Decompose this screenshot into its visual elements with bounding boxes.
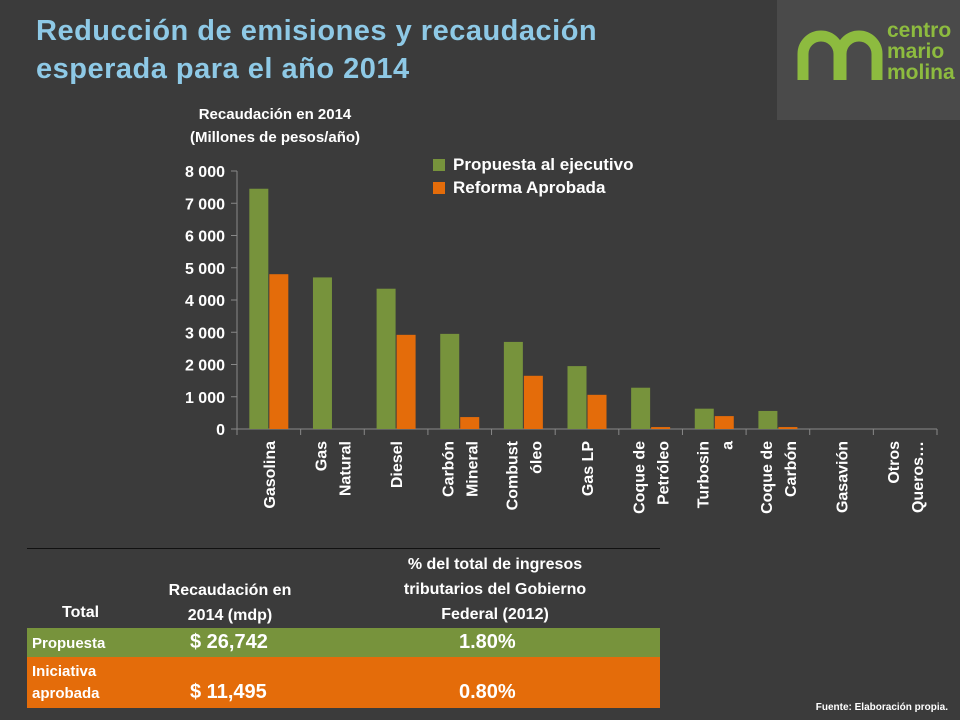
- x-category-label: Gas Natural: [313, 441, 354, 496]
- chart-title-line: Recaudación en 2014: [198, 106, 352, 123]
- y-tick-label: 4 000: [185, 293, 225, 310]
- row-percent: 1.80%: [459, 631, 516, 653]
- x-category-label-line: Combust: [504, 440, 521, 510]
- x-category-label-line: Gasavión: [835, 441, 852, 513]
- row-percent: 0.80%: [459, 681, 516, 703]
- x-category-label-line: óleo: [528, 441, 545, 474]
- legend-item: Reforma Aprobada: [433, 176, 633, 199]
- legend-label: Reforma Aprobada: [453, 177, 606, 197]
- row-label: Propuesta: [32, 635, 106, 652]
- y-tick-label: 3 000: [185, 325, 225, 342]
- bar-propuesta: [694, 408, 714, 429]
- bar-propuesta: [249, 188, 269, 429]
- legend-swatch-orange: [433, 181, 445, 194]
- y-tick-label: 6 000: [185, 229, 225, 246]
- chart-legend: Propuesta al ejecutivo Reforma Aprobada: [433, 153, 633, 199]
- row-amount: $ 26,742: [190, 631, 268, 653]
- x-category-label: Combust óleo: [504, 440, 545, 510]
- header-line: 2014 (mdp): [187, 607, 273, 624]
- bar-reforma: [587, 394, 607, 429]
- header-recaudacion: Recaudación en 2014 (mdp): [140, 578, 320, 628]
- row-label-line: Iniciativa: [32, 663, 97, 680]
- legend-label: Propuesta al ejecutivo: [453, 154, 634, 174]
- chart-title: Recaudación en 2014 (Millones de pesos/a…: [140, 103, 410, 149]
- x-category-label-line: Otros: [886, 441, 903, 484]
- x-category-label-line: Coque de: [632, 441, 649, 514]
- y-tick-label: 8 000: [185, 164, 225, 181]
- y-tick-label: 5 000: [185, 261, 225, 278]
- header-porcentaje: % del total de ingresos tributarios del …: [360, 552, 630, 627]
- bar-propuesta: [758, 410, 778, 429]
- header-line: Federal (2012): [441, 606, 549, 623]
- header-line: % del total de ingresos: [407, 556, 583, 573]
- header-line: Recaudación en: [168, 582, 292, 599]
- row-label-line: aprobada: [32, 685, 100, 702]
- bar-reforma: [396, 334, 416, 429]
- y-tick-label: 7 000: [185, 196, 225, 213]
- x-category-label-line: a: [719, 441, 736, 450]
- legend-swatch-green: [433, 158, 445, 171]
- x-category-label: Gasavión: [835, 441, 852, 513]
- bar-reforma: [714, 416, 734, 429]
- table-divider: [27, 548, 660, 549]
- y-tick-label: 0: [216, 422, 225, 439]
- bar-reforma: [269, 274, 289, 429]
- x-category-label-line: Gas: [313, 441, 330, 471]
- x-category-label-line: Natural: [337, 441, 354, 496]
- x-category-label-line: Coque de: [759, 441, 776, 514]
- x-category-label: Diesel: [389, 441, 406, 488]
- x-category-label-line: Carbón: [441, 441, 458, 497]
- x-category-label: Carbón Mineral: [441, 441, 482, 497]
- x-category-label-line: Mineral: [465, 441, 482, 497]
- y-tick-label: 2 000: [185, 358, 225, 375]
- header-line: tributarios del Gobierno: [403, 581, 587, 598]
- table-row: Propuesta $ 26,742 1.80%: [27, 628, 660, 657]
- x-category-label-line: Carbón: [783, 441, 800, 497]
- header-total: Total: [62, 604, 100, 621]
- row-amount: $ 11,495: [190, 681, 267, 703]
- bar-reforma: [651, 427, 671, 429]
- bar-reforma: [523, 375, 543, 429]
- x-category-label: Otros Queros…: [886, 441, 927, 513]
- bar-propuesta: [631, 387, 651, 429]
- bar-propuesta: [567, 366, 587, 429]
- x-category-label-line: Gas LP: [580, 441, 597, 496]
- x-category-label-line: Diesel: [389, 441, 406, 488]
- x-category-label: Turbosin a: [695, 441, 736, 508]
- logo: centro mario molina: [777, 0, 960, 120]
- logo-text: centro mario molina: [887, 20, 955, 83]
- x-category-label: Coque de Carbón: [759, 441, 800, 514]
- logo-line: mario: [887, 40, 945, 63]
- logo-line: centro: [887, 19, 952, 42]
- bar-propuesta: [376, 288, 396, 429]
- slide-title: Reducción de emisiones y recaudación esp…: [36, 15, 598, 85]
- logo-line: molina: [887, 61, 955, 84]
- table-row: Iniciativa aprobada $ 11,495 0.80%: [27, 657, 660, 708]
- source-note: Fuente: Elaboración propia.: [815, 702, 948, 713]
- bar-chart: 0 1 000 2 000 3 000 4 000 5 000 6 000 7 000 8 00…: [185, 164, 938, 514]
- x-category-label-line: Queros…: [910, 441, 927, 513]
- x-category-label-line: Turbosin: [695, 441, 712, 508]
- chart-title-line: (Millones de pesos/año): [189, 129, 361, 146]
- x-category-label: Gas LP: [580, 441, 597, 496]
- legend-item: Propuesta al ejecutivo: [433, 153, 633, 176]
- row-label: Iniciativa aprobada: [32, 661, 100, 705]
- x-category-label: Gasolina: [262, 441, 279, 509]
- bar-reforma: [778, 427, 798, 429]
- logo-mark-icon: [797, 30, 883, 80]
- x-category-label-line: Gasolina: [262, 441, 279, 509]
- bar-propuesta: [440, 333, 460, 429]
- y-tick-label: 1 000: [185, 390, 225, 407]
- x-category-label-line: Petróleo: [656, 441, 673, 505]
- bar-propuesta: [312, 277, 332, 429]
- bar-propuesta: [503, 341, 523, 429]
- bar-reforma: [460, 417, 480, 429]
- x-category-label: Coque de Petróleo: [632, 441, 673, 514]
